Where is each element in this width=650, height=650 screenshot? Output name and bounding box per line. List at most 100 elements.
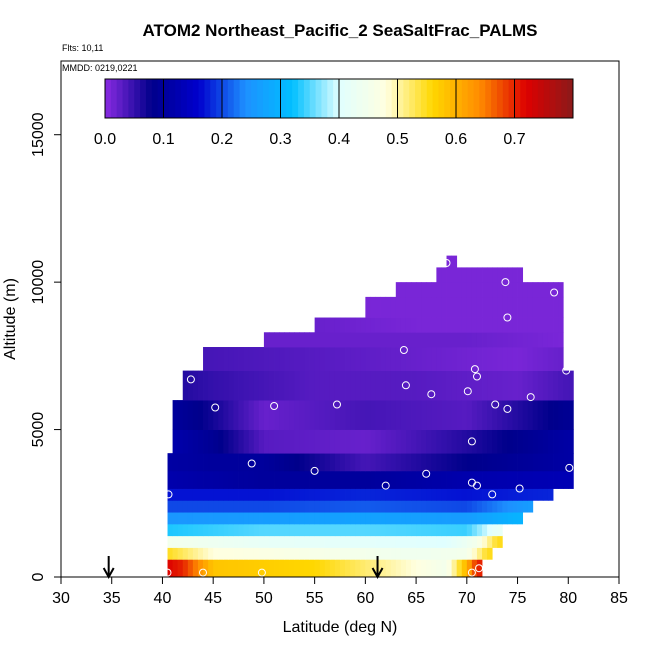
heatmap-cell	[299, 400, 305, 430]
heatmap-cell	[319, 500, 326, 513]
heatmap-cell	[416, 282, 422, 298]
heatmap-cell	[563, 370, 569, 401]
heatmap-cell	[213, 512, 219, 525]
heatmap-cell	[421, 512, 427, 525]
sample-point	[550, 288, 559, 297]
heatmap-cell	[446, 317, 452, 333]
colorbar: 0.0 0.1 0.2 0.3 0.4 0.5 0.6 0.7	[94, 78, 574, 148]
heatmap-cell	[182, 429, 189, 454]
heatmap-cell	[451, 332, 458, 348]
heatmap-cell	[258, 535, 265, 548]
heatmap-cell	[527, 470, 534, 489]
heatmap-cell	[466, 559, 473, 578]
heatmap-cell	[558, 470, 564, 489]
heatmap-cell	[248, 453, 255, 472]
colorbar-segment	[198, 79, 205, 118]
heatmap-cell	[522, 317, 529, 333]
heatmap-cell	[248, 488, 255, 501]
heatmap-cell	[426, 500, 432, 513]
heatmap-cell	[471, 500, 478, 513]
heatmap-cell	[456, 453, 463, 472]
heatmap-cell	[279, 453, 285, 472]
heatmap-cell	[405, 332, 412, 348]
heatmap-cell	[329, 347, 336, 371]
heatmap-cell	[243, 535, 250, 548]
heatmap-cell	[395, 535, 402, 548]
heatmap-cell	[233, 453, 239, 472]
heatmap-cell	[253, 559, 260, 578]
heatmap-cell	[451, 559, 458, 578]
heatmap-cell	[223, 547, 229, 560]
heatmap-cell	[345, 559, 351, 578]
heatmap-cell	[350, 488, 356, 501]
heatmap-cell	[395, 512, 402, 525]
heatmap-cell	[329, 559, 336, 578]
heatmap-cell	[502, 347, 508, 371]
heatmap-cell	[228, 512, 234, 525]
heatmap-cell	[218, 347, 224, 371]
heatmap-cell	[284, 512, 290, 525]
sample-point	[164, 490, 173, 499]
heatmap-cell	[547, 317, 554, 333]
heatmap-cell	[253, 535, 260, 548]
heatmap-cell	[350, 523, 356, 537]
heatmap-cell	[350, 332, 356, 348]
heatmap-cell	[284, 488, 290, 501]
heatmap-cell	[416, 547, 422, 560]
heatmap-cell	[461, 523, 468, 537]
heatmap-cell	[167, 470, 173, 489]
heatmap-cell	[507, 370, 513, 401]
heatmap-cell	[502, 267, 508, 283]
heatmap-cell	[253, 470, 260, 489]
heatmap-cell	[233, 429, 239, 454]
heatmap-cell	[461, 535, 468, 548]
colorbar-segment	[391, 79, 398, 118]
heatmap-cell	[416, 488, 422, 501]
heatmap-cell	[568, 370, 574, 401]
heatmap-cell	[329, 370, 336, 401]
heatmap-cell	[537, 347, 544, 371]
colorbar-segment	[116, 79, 124, 118]
heatmap-cell	[380, 429, 387, 454]
heatmap-cell	[263, 400, 270, 430]
heatmap-cell	[365, 296, 371, 318]
heatmap-cell	[370, 512, 376, 525]
heatmap-cell	[350, 512, 356, 525]
heatmap-cell	[309, 559, 316, 578]
heatmap-cell	[390, 370, 397, 401]
heatmap-cell	[542, 332, 549, 348]
heatmap-cell	[263, 535, 270, 548]
heatmap-cell	[451, 453, 458, 472]
heatmap-cell	[350, 317, 356, 333]
heatmap-cell	[304, 453, 310, 472]
heatmap-cell	[456, 282, 463, 298]
heatmap-cell	[395, 453, 402, 472]
sample-point	[333, 400, 341, 409]
heatmap-cell	[334, 523, 341, 537]
heatmap-cell	[309, 488, 316, 501]
heatmap-cell	[299, 523, 305, 537]
heatmap-cell	[192, 470, 199, 489]
heatmap-cell	[451, 488, 458, 501]
heatmap-cell	[446, 332, 452, 348]
heatmap-cell	[507, 453, 513, 472]
colorbar-segment	[432, 79, 439, 118]
x-tick-label: 30	[52, 590, 70, 607]
heatmap-cell	[411, 470, 417, 489]
heatmap-cell	[471, 429, 478, 454]
heatmap-cell	[542, 488, 549, 501]
heatmap-cell	[456, 332, 463, 348]
heatmap-cell	[487, 488, 493, 501]
heatmap-cell	[299, 547, 305, 560]
heatmap-cell	[284, 370, 290, 401]
heatmap-cell	[466, 296, 473, 318]
x-axis: 30 35 40 45 50 55 60 65 70 75 80 85	[52, 577, 628, 607]
heatmap-cell	[304, 370, 310, 401]
heatmap-cell	[253, 347, 260, 371]
heatmap-cell	[517, 332, 524, 348]
heatmap-cell	[345, 523, 351, 537]
heatmap-cell	[243, 500, 250, 513]
heatmap-cell	[274, 429, 280, 454]
heatmap-cell	[416, 370, 422, 401]
heatmap-cell	[558, 453, 564, 472]
